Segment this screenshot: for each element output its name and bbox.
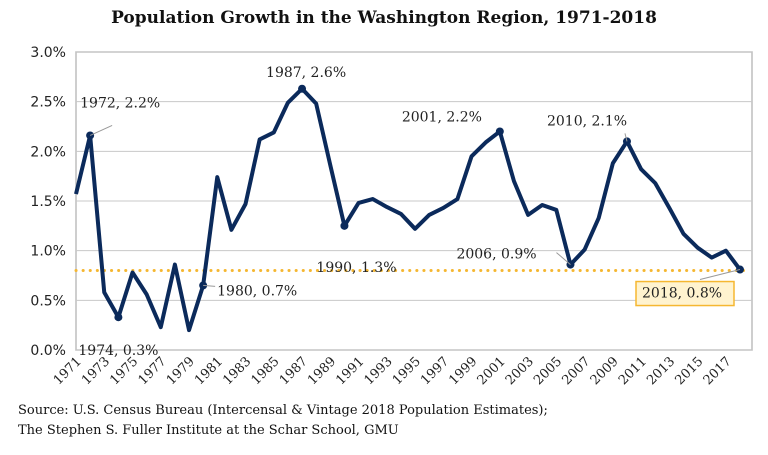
series-line	[74, 86, 742, 333]
x-tick-label: 1979	[164, 354, 198, 388]
x-tick-label: 2017	[701, 354, 735, 388]
x-tick-label: 1991	[333, 354, 367, 388]
x-tick-label: 2015	[672, 354, 706, 388]
data-label: 1972, 2.2%	[80, 95, 160, 111]
source-line-1: Source: U.S. Census Bureau (Intercensal …	[18, 403, 548, 418]
leader-line	[699, 269, 741, 281]
x-tick-label: 1977	[136, 354, 170, 388]
y-tick-label: 2.0%	[30, 144, 66, 160]
leader-line	[556, 252, 571, 265]
data-label: 2001, 2.2%	[402, 109, 482, 125]
y-tick-label: 1.0%	[30, 244, 66, 260]
x-tick-label: 2011	[616, 354, 650, 388]
x-tick-label: 1993	[362, 354, 396, 388]
leader-line	[203, 284, 216, 287]
chart-title: Population Growth in the Washington Regi…	[111, 8, 657, 28]
y-tick-label: 3.0%	[30, 45, 66, 61]
data-point-marker	[114, 313, 123, 322]
x-tick-label: 2003	[503, 354, 537, 388]
x-tick-label: 1997	[418, 354, 452, 388]
x-tick-label: 1983	[220, 354, 254, 388]
x-tick-label: 2001	[475, 354, 509, 388]
x-tick-label: 1981	[192, 354, 226, 388]
x-tick-label: 1989	[305, 354, 339, 388]
x-tick-label: 1971	[51, 354, 85, 388]
x-tick-label: 1999	[446, 354, 480, 388]
y-tick-label: 0.0%	[30, 343, 66, 359]
data-point-marker	[298, 84, 307, 93]
y-tick-label: 0.5%	[30, 293, 66, 309]
leader-line	[89, 124, 113, 136]
data-point-marker	[495, 127, 504, 136]
y-tick-label: 2.5%	[30, 95, 66, 111]
data-label: 1987, 2.6%	[266, 65, 346, 81]
y-tick-label: 1.5%	[30, 194, 66, 210]
highlight-box	[635, 280, 735, 307]
data-label: 1974, 0.3%	[78, 343, 158, 359]
x-tick-label: 1995	[390, 354, 424, 388]
data-label: 2010, 2.1%	[547, 113, 627, 129]
source-line-2: The Stephen S. Fuller Institute at the S…	[18, 423, 399, 438]
leader-line	[624, 133, 628, 142]
x-tick-label: 1987	[277, 354, 311, 388]
data-label: 2018, 0.8%	[642, 286, 722, 302]
x-tick-label: 2013	[644, 354, 678, 388]
x-tick-label: 2005	[531, 354, 565, 388]
x-tick-label: 1975	[107, 354, 141, 388]
x-tick-label: 2007	[559, 354, 593, 388]
x-tick-label: 2009	[588, 354, 622, 388]
x-tick-label: 1985	[249, 354, 283, 388]
data-label: 2006, 0.9%	[456, 247, 536, 263]
x-tick-label: 1973	[79, 354, 113, 388]
data-label: 1980, 0.7%	[217, 283, 297, 299]
data-label: 1990, 1.3%	[316, 260, 396, 276]
data-point-marker	[340, 221, 349, 230]
